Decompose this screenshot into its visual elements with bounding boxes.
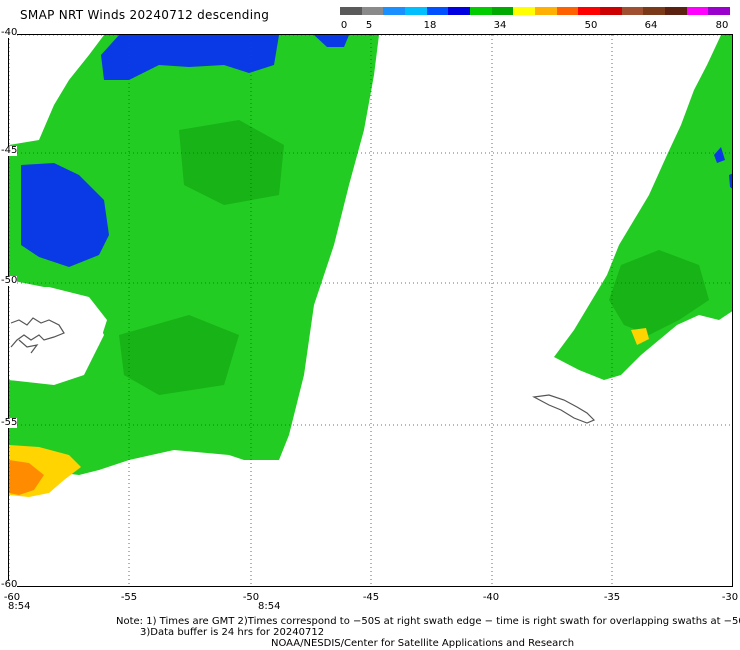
right-swath-yellow [631, 328, 649, 345]
left-swath-blue-top [101, 35, 279, 80]
colorbar-segment [340, 7, 362, 15]
colorbar-segment [578, 7, 601, 15]
lon-label-40: -40 [482, 592, 500, 603]
colorbar-segment [513, 7, 536, 15]
falklands-coastline [10, 317, 65, 354]
colorbar-label-5: 5 [365, 20, 373, 31]
left-swath-dark-green [179, 120, 284, 205]
note-line-1: Note: 1) Times are GMT 2)Times correspon… [116, 616, 740, 627]
colorbar-segment [643, 7, 666, 15]
lon-label-30: -30 [721, 592, 739, 603]
left-swath-blue-top-right [314, 35, 349, 47]
colorbar-segment [405, 7, 427, 15]
lat-label-55: -55 [1, 417, 18, 428]
colorbar-segment [491, 7, 514, 15]
colorbar-segment [686, 7, 709, 15]
colorbar-segment [665, 7, 687, 15]
lon-label-35: -35 [603, 592, 621, 603]
credit-line: NOAA/NESDIS/Center for Satellite Applica… [271, 638, 575, 649]
colorbar-segment [535, 7, 557, 15]
colorbar-label-64: 64 [644, 20, 658, 31]
colorbar-segment [556, 7, 579, 15]
colorbar-segment [621, 7, 644, 15]
colorbar-segment [426, 7, 449, 15]
colorbar-label-80: 80 [715, 20, 729, 31]
right-swath-dark-green [609, 250, 709, 335]
colorbar-label-18: 18 [423, 20, 437, 31]
left-swath-dark-green-2 [119, 315, 239, 395]
swath-time-left: 8:54 [8, 601, 31, 612]
swath-time-mid: 8:54 [258, 601, 281, 612]
lon-label-50: -50 [242, 592, 260, 603]
colorbar-label-50: 50 [584, 20, 598, 31]
right-swath-blue [714, 147, 725, 163]
left-swath-orange [9, 460, 44, 495]
colorbar-label-0: 0 [340, 20, 348, 31]
colorbar-segment [708, 7, 731, 15]
left-swath-green [9, 35, 379, 475]
lon-label-45: -45 [362, 592, 380, 603]
left-swath-blue-west [21, 163, 109, 267]
lat-label-45: -45 [1, 145, 18, 156]
colorbar-segment [383, 7, 406, 15]
wind-map [8, 34, 733, 587]
lat-label-40: -40 [1, 27, 18, 38]
note-line-2: 3)Data buffer is 24 hrs for 20240712 [140, 627, 325, 638]
lat-label-50: -50 [1, 275, 18, 286]
lat-label-60: -60 [1, 579, 18, 590]
map-title: SMAP NRT Winds 20240712 descending [20, 8, 270, 22]
colorbar-segment [600, 7, 622, 15]
wind-speed-colorbar [340, 7, 731, 15]
colorbar-segment [470, 7, 492, 15]
colorbar-segment [361, 7, 384, 15]
colorbar-label-34: 34 [493, 20, 507, 31]
south-georgia-coastline [532, 394, 596, 424]
map-grid [9, 35, 732, 586]
lon-label-55: -55 [120, 592, 138, 603]
right-swath-blue-2 [729, 173, 732, 189]
colorbar-segment [448, 7, 471, 15]
wind-map-canvas [9, 35, 732, 586]
lon-label-60: -60 [3, 592, 21, 603]
